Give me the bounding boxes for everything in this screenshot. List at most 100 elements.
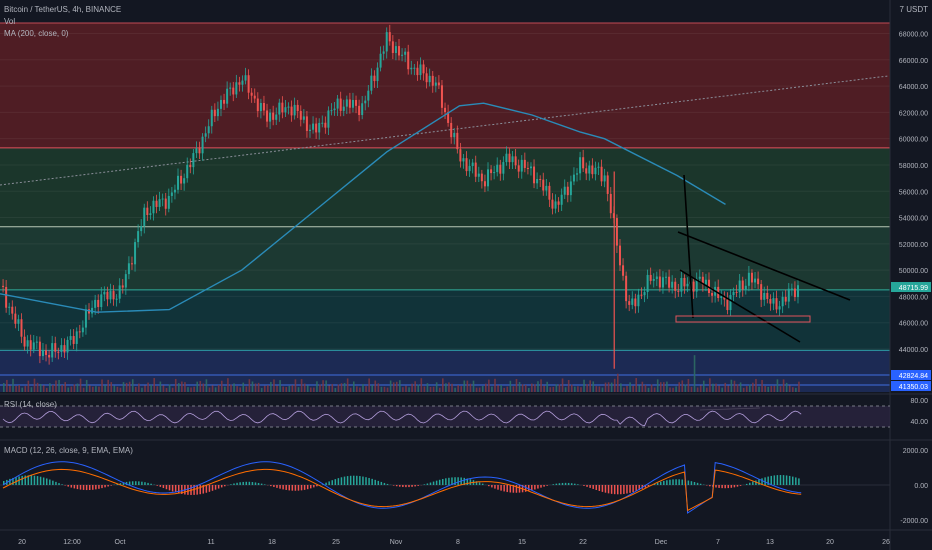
macd-hist [638, 485, 640, 490]
macd-hist [589, 485, 591, 488]
volume-bar [405, 385, 407, 392]
macd-hist [438, 479, 441, 485]
candle-body [63, 345, 66, 353]
volume-bar [755, 378, 757, 392]
currency-label[interactable]: 7 USDT [900, 5, 928, 14]
macd-hist [340, 477, 343, 485]
volume-bar [251, 381, 254, 392]
candle-body [560, 194, 563, 205]
trendline-dotted [0, 75, 889, 186]
candle-body [180, 175, 183, 184]
macd-hist [405, 485, 407, 488]
candle-body [281, 102, 284, 113]
candle-body [769, 298, 772, 304]
macd-hist [104, 485, 106, 488]
macd-hist [537, 485, 539, 489]
volume-bar [623, 387, 625, 392]
volume-bar [291, 385, 294, 392]
candle-body [735, 291, 738, 293]
volume-bar [650, 384, 653, 392]
volume-bar [177, 383, 180, 392]
volume-bar [9, 385, 11, 392]
macd-hist [36, 476, 39, 485]
volume-bar [506, 386, 509, 392]
macd-hist [119, 483, 122, 485]
volume-bar [712, 383, 714, 392]
candle-body [579, 157, 582, 174]
candle-body [585, 168, 588, 174]
candle-body [321, 122, 324, 124]
macd-hist [12, 477, 14, 485]
candle-body [668, 276, 671, 288]
volume-bar [104, 385, 106, 392]
macd-hist [466, 478, 469, 485]
macd-hist [334, 479, 337, 485]
volume-bar [254, 383, 257, 392]
volume-bar [454, 387, 456, 392]
volume-bar [730, 379, 733, 392]
candle-body [342, 106, 345, 111]
time-tick: Dec [655, 539, 668, 546]
candle-body [508, 153, 511, 163]
volume-bar [767, 386, 770, 392]
volume-bar [675, 386, 677, 392]
macd-hist [67, 485, 69, 487]
time-tick: 7 [716, 539, 720, 546]
macd-hist [279, 485, 281, 489]
candle-body [698, 276, 701, 279]
volume-bar [727, 385, 730, 392]
candle-body [385, 32, 388, 52]
macd-hist [601, 485, 604, 492]
candle-body [404, 51, 407, 55]
candle-body [569, 181, 572, 196]
candle-body [351, 99, 354, 108]
macd-hist [349, 475, 352, 485]
volume-bar [113, 385, 116, 392]
volume-bar [168, 384, 171, 392]
macd-hist [598, 485, 601, 491]
macd-hist [423, 484, 426, 485]
macd-hist [509, 485, 512, 493]
candle-body [266, 110, 269, 122]
candle-body [23, 336, 26, 347]
candle-body [109, 291, 112, 300]
volume-bar [598, 386, 601, 392]
candle-body [723, 296, 726, 300]
candle-body [41, 350, 44, 357]
volume-bar [380, 386, 383, 392]
candle-body [517, 165, 520, 172]
candle-body [373, 75, 376, 82]
volume-bar [92, 386, 94, 392]
candle-body [496, 164, 499, 173]
macd-hist [752, 481, 754, 485]
candle-body [333, 108, 336, 111]
candle-body [183, 178, 186, 184]
candle-body [563, 186, 566, 195]
macd-line [2, 461, 802, 514]
volume-bar [484, 383, 487, 392]
candle-body [680, 277, 683, 292]
candle-body [692, 281, 695, 292]
volume-bar [601, 387, 604, 392]
macd-hist [429, 482, 432, 485]
candle-body [793, 288, 796, 298]
volume-bar [417, 384, 420, 392]
volume-bar [629, 382, 631, 392]
macd-hist [595, 485, 598, 490]
volume-bar [564, 387, 567, 392]
macd-hist [610, 485, 613, 494]
macd-hist [583, 485, 585, 486]
volume-bar [488, 379, 490, 392]
macd-hist [457, 477, 459, 485]
candle-body [259, 102, 262, 112]
volume-bar [199, 380, 202, 392]
candle-body [241, 80, 244, 85]
volume-bar [33, 378, 36, 392]
volume-bar [500, 385, 502, 392]
volume-bar [580, 387, 582, 392]
candle-body [606, 175, 609, 194]
candle-body [588, 165, 591, 174]
candle-body [262, 102, 265, 111]
macd-hist [629, 485, 631, 493]
